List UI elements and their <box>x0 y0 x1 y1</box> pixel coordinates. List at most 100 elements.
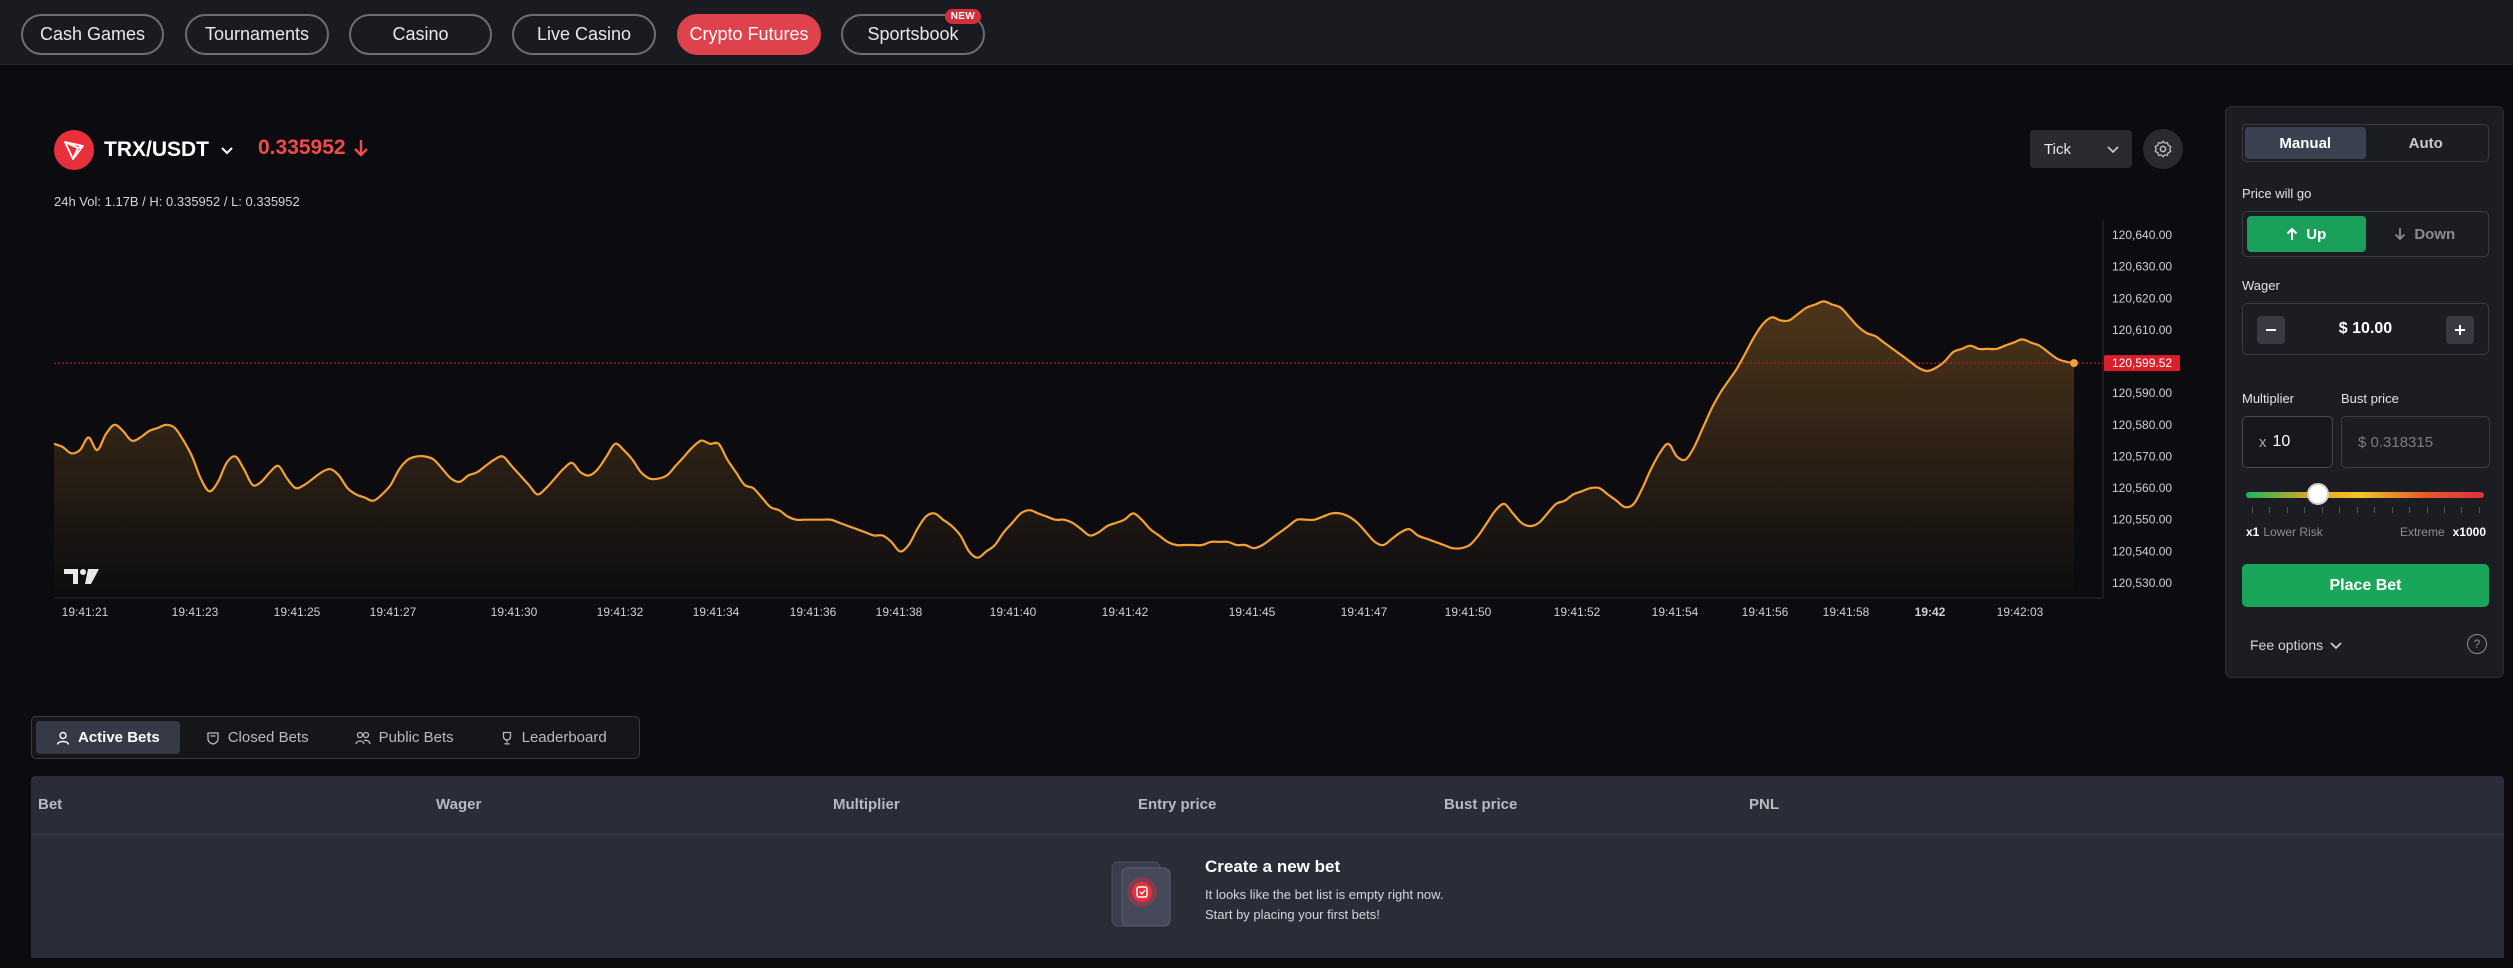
price-area <box>54 301 2074 598</box>
x-tick-label: 19:42:03 <box>1997 605 2044 619</box>
y-tick-label: 120,530.00 <box>2112 576 2172 590</box>
bets-table-header: Bet Wager Multiplier Entry price Bust pr… <box>31 776 2504 834</box>
mode-manual-tab[interactable]: Manual <box>2245 127 2366 159</box>
nav-casino[interactable]: Casino <box>349 14 492 55</box>
nav-sportsbook[interactable]: Sportsbook NEW <box>841 9 985 55</box>
y-tick-label: 120,580.00 <box>2112 418 2172 432</box>
x-tick-label: 19:41:32 <box>597 605 644 619</box>
col-pnl: PNL <box>1749 796 1779 813</box>
wager-input[interactable]: $ 10.00 <box>2338 320 2393 337</box>
tab-closed-bets[interactable]: Closed Bets <box>186 721 329 754</box>
bets-empty-state: Create a new bet It looks like the bet l… <box>31 834 2504 958</box>
y-tick-label: 120,630.00 <box>2112 260 2172 274</box>
nav-live-casino[interactable]: Live Casino <box>512 14 656 55</box>
risk-max-value: x1000 <box>2452 525 2486 539</box>
tab-public-bets-label: Public Bets <box>378 729 454 746</box>
decrease-wager-button[interactable] <box>2257 316 2285 344</box>
down-button[interactable]: Down <box>2366 216 2485 252</box>
col-bet: Bet <box>38 796 63 813</box>
shield-icon <box>207 731 219 745</box>
chevron-down-icon <box>221 147 233 155</box>
x-tick-label: 19:41:58 <box>1823 605 1870 619</box>
down-label: Down <box>2414 225 2456 243</box>
current-price-marker <box>2104 355 2180 372</box>
direction-label: Price will go <box>2242 186 2312 201</box>
y-tick-label: 120,570.00 <box>2112 449 2172 463</box>
y-tick-label: 120,640.00 <box>2112 228 2172 242</box>
nav-cash-games[interactable]: Cash Games <box>21 14 164 55</box>
y-axis: 120,640.00 120,630.00 120,620.00 120,610.00… <box>2112 228 2172 590</box>
tab-public-bets[interactable]: Public Bets <box>335 721 474 754</box>
users-icon <box>354 731 371 744</box>
x-tick-label: 19:41:38 <box>876 605 923 619</box>
empty-title: Create a new bet <box>1205 857 1341 876</box>
place-bet-button[interactable]: Place Bet <box>2242 564 2489 607</box>
x-tick-label: 19:41:25 <box>274 605 321 619</box>
col-wager: Wager <box>436 796 482 813</box>
user-icon <box>56 731 70 745</box>
trophy-icon <box>502 731 511 744</box>
x-tick-label: 19:41:47 <box>1341 605 1388 619</box>
mode-auto-tab[interactable]: Auto <box>2408 134 2443 152</box>
fee-options-label: Fee options <box>2250 637 2324 653</box>
y-tick-label: 120,620.00 <box>2112 291 2172 305</box>
pair-selector[interactable]: TRX/USDT <box>54 130 235 170</box>
x-tick-label: 19:41:45 <box>1229 605 1276 619</box>
up-label: Up <box>2306 225 2327 243</box>
nav-crypto-futures[interactable]: Crypto Futures <box>677 14 821 55</box>
minus-icon <box>2266 329 2276 331</box>
risk-max: Extreme x1000 <box>2400 525 2486 539</box>
arrow-down-icon <box>353 140 368 157</box>
market-stats: 24h Vol: 1.17B / H: 0.335952 / L: 0.3359… <box>54 194 300 209</box>
top-nav: Cash Games Tournaments Casino Live Casin… <box>0 0 2513 65</box>
y-tick-label: 120,560.00 <box>2112 481 2172 495</box>
wager-label: Wager <box>2242 278 2280 293</box>
bet-panel: Manual Auto Price will go Up Down Wager … <box>2225 106 2504 678</box>
tab-closed-bets-label: Closed Bets <box>227 729 309 746</box>
price-line <box>53 300 2075 559</box>
tradingview-logo <box>64 569 99 584</box>
help-icon[interactable]: ? <box>2467 634 2487 654</box>
x-tick-label: 19:41:52 <box>1554 605 1601 619</box>
risk-min-label: Lower Risk <box>2263 525 2323 539</box>
tab-leaderboard[interactable]: Leaderboard <box>480 721 627 754</box>
plus-icon <box>2455 325 2465 335</box>
multiplier-input[interactable]: x 10 <box>2242 416 2333 468</box>
multiplier-label: Multiplier <box>2242 391 2295 406</box>
price-value: 0.335952 <box>258 136 346 159</box>
fee-options-toggle[interactable]: Fee options <box>2250 637 2343 653</box>
x-tick-label: 19:41:42 <box>1102 605 1149 619</box>
bust-price-field: $ 0.318315 <box>2341 416 2490 468</box>
wager-field: $ 10.00 <box>2242 303 2489 355</box>
up-button[interactable]: Up <box>2247 216 2366 252</box>
tab-active-bets[interactable]: Active Bets <box>36 721 180 754</box>
mode-switch: Manual Auto <box>2242 124 2489 162</box>
col-multiplier: Multiplier <box>833 796 900 813</box>
chevron-down-icon <box>2330 642 2342 650</box>
nav-sportsbook-label: Sportsbook <box>867 24 959 44</box>
risk-min: x1 Lower Risk <box>2246 525 2323 539</box>
current-price-dot <box>2070 359 2078 368</box>
risk-slider-track[interactable] <box>2246 492 2484 498</box>
x-tick-label: 19:41:36 <box>790 605 837 619</box>
tab-leaderboard-label: Leaderboard <box>521 729 607 746</box>
interval-value: Tick <box>2044 140 2071 158</box>
bets-tabs: Active Bets Closed Bets Public Bets Lead… <box>31 716 640 759</box>
direction-switch: Up Down <box>2242 211 2489 257</box>
gear-icon <box>2154 140 2172 158</box>
pair-name: TRX/USDT <box>104 138 209 161</box>
interval-select[interactable]: Tick <box>2030 130 2132 168</box>
risk-slider-handle[interactable] <box>2307 483 2329 505</box>
risk-slider-ticks <box>2252 507 2480 513</box>
nav-tournaments[interactable]: Tournaments <box>185 14 329 55</box>
risk-min-value: x1 <box>2246 525 2260 539</box>
col-entry-price: Entry price <box>1138 796 1217 813</box>
price-chart[interactable]: 120,640.00 120,630.00 120,620.00 120,610.00… <box>0 215 2225 630</box>
x-tick-label: 19:41:34 <box>693 605 740 619</box>
increase-wager-button[interactable] <box>2446 316 2474 344</box>
x-tick-label: 19:41:27 <box>370 605 417 619</box>
tab-active-bets-label: Active Bets <box>78 729 160 746</box>
col-bust-price: Bust price <box>1444 796 1518 813</box>
chart-settings-button[interactable] <box>2143 129 2183 169</box>
x-tick-label: 19:41:50 <box>1445 605 1492 619</box>
